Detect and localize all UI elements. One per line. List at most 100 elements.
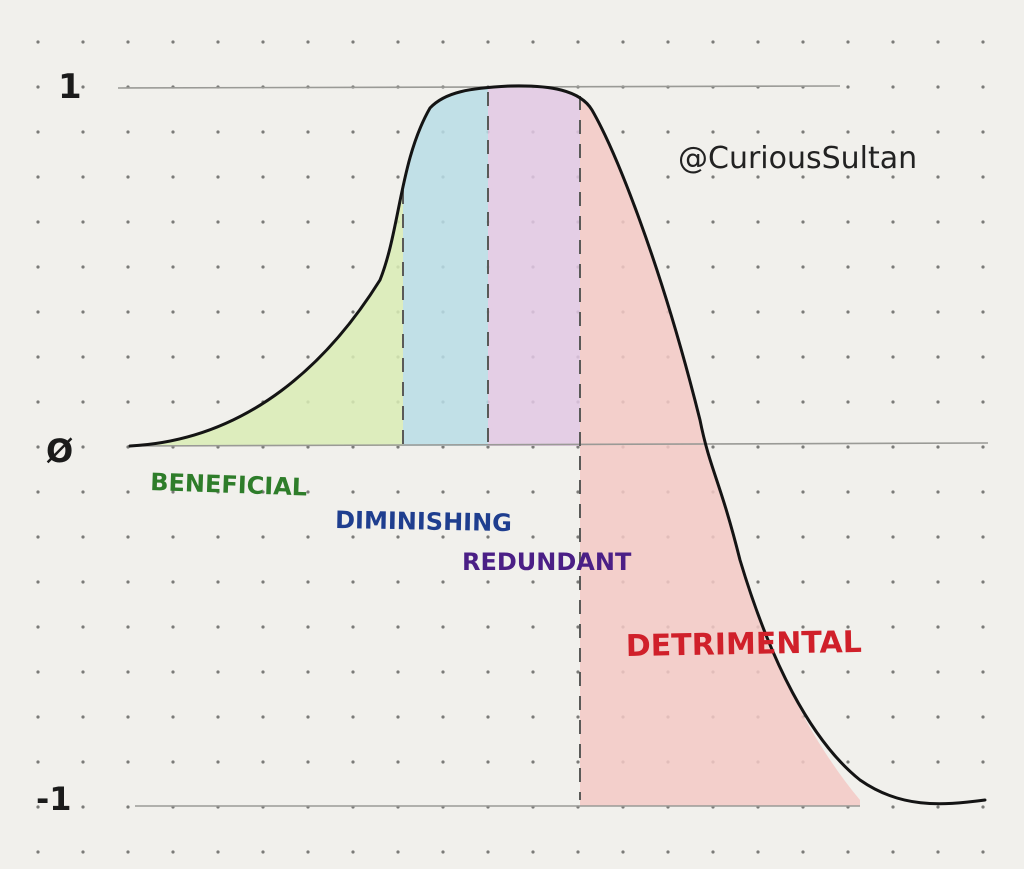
grid-dot	[306, 355, 310, 359]
grid-dot	[936, 625, 940, 629]
grid-dot	[216, 355, 220, 359]
grid-dot	[621, 130, 625, 134]
grid-dot	[981, 580, 985, 584]
grid-dot	[171, 715, 175, 719]
grid-dot	[576, 490, 580, 494]
grid-dot	[981, 670, 985, 674]
grid-dot	[801, 400, 805, 404]
zone-fill-detrimental	[580, 98, 860, 806]
grid-dot	[846, 355, 850, 359]
grid-dot	[216, 625, 220, 629]
grid-dot	[36, 130, 40, 134]
grid-dot	[36, 805, 40, 809]
grid-dot	[846, 445, 850, 449]
grid-dot	[711, 220, 715, 224]
grid-dot	[936, 715, 940, 719]
grid-dot	[171, 130, 175, 134]
grid-dot	[261, 535, 265, 539]
grid-dot	[216, 535, 220, 539]
grid-dot	[576, 715, 580, 719]
grid-dot	[351, 310, 355, 314]
grid-dot	[81, 40, 85, 44]
grid-dot	[216, 580, 220, 584]
grid-dot	[666, 265, 670, 269]
grid-dot	[171, 220, 175, 224]
grid-dot	[846, 85, 850, 89]
grid-dot	[81, 220, 85, 224]
grid-dot	[891, 670, 895, 674]
grid-dot	[306, 670, 310, 674]
grid-dot	[216, 220, 220, 224]
grid-dot	[261, 40, 265, 44]
grid-dot	[306, 265, 310, 269]
grid-dot	[891, 310, 895, 314]
grid-dot	[936, 535, 940, 539]
grid-dot	[891, 40, 895, 44]
grid-dot	[306, 490, 310, 494]
grid-dot	[891, 760, 895, 764]
grid-dot	[531, 445, 535, 449]
grid-dot	[36, 580, 40, 584]
grid-dot	[846, 130, 850, 134]
grid-dot	[171, 355, 175, 359]
grid-dot	[711, 310, 715, 314]
grid-dot	[306, 130, 310, 134]
grid-dot	[351, 625, 355, 629]
grid-dot	[486, 670, 490, 674]
grid-dot	[801, 625, 805, 629]
zone-label-detrimental: DETRIMENTAL	[626, 625, 863, 664]
grid-dot	[936, 355, 940, 359]
grid-dot	[981, 265, 985, 269]
grid-dot	[936, 85, 940, 89]
grid-dot	[126, 490, 130, 494]
grid-dot	[711, 40, 715, 44]
grid-dot	[36, 535, 40, 539]
grid-dot	[981, 400, 985, 404]
grid-dot	[531, 670, 535, 674]
grid-dot	[486, 760, 490, 764]
grid-dot	[801, 40, 805, 44]
grid-dot	[126, 400, 130, 404]
grid-dot	[981, 490, 985, 494]
grid-dot	[846, 400, 850, 404]
grid-dot	[756, 40, 760, 44]
grid-dot	[81, 670, 85, 674]
grid-dot	[801, 355, 805, 359]
grid-dot	[981, 355, 985, 359]
grid-dot	[891, 805, 895, 809]
grid-dot	[171, 580, 175, 584]
grid-dot	[711, 130, 715, 134]
grid-dot	[756, 130, 760, 134]
grid-dot	[81, 175, 85, 179]
grid-dot	[81, 715, 85, 719]
response-curve	[128, 84, 987, 806]
grid-dot	[711, 445, 715, 449]
grid-dot	[711, 175, 715, 179]
grid-dot	[756, 355, 760, 359]
grid-dot	[126, 670, 130, 674]
grid-dot	[801, 670, 805, 674]
grid-dot	[981, 535, 985, 539]
grid-dot	[216, 715, 220, 719]
grid-dot	[261, 625, 265, 629]
grid-dot	[351, 265, 355, 269]
guide-lines	[117, 85, 989, 807]
grid-dot	[756, 445, 760, 449]
grid-dot	[351, 40, 355, 44]
grid-dot	[126, 40, 130, 44]
grid-dot	[216, 130, 220, 134]
grid-dot	[981, 625, 985, 629]
grid-dot	[351, 490, 355, 494]
grid-dot	[801, 850, 805, 854]
grid-dot	[81, 760, 85, 764]
grid-dot	[351, 130, 355, 134]
grid-dot	[306, 40, 310, 44]
grid-dot	[396, 760, 400, 764]
grid-dot	[306, 760, 310, 764]
grid-dot	[936, 670, 940, 674]
grid-dot	[666, 175, 670, 179]
grid-dot	[36, 715, 40, 719]
grid-dot	[351, 670, 355, 674]
grid-dot	[171, 760, 175, 764]
grid-dot	[441, 625, 445, 629]
